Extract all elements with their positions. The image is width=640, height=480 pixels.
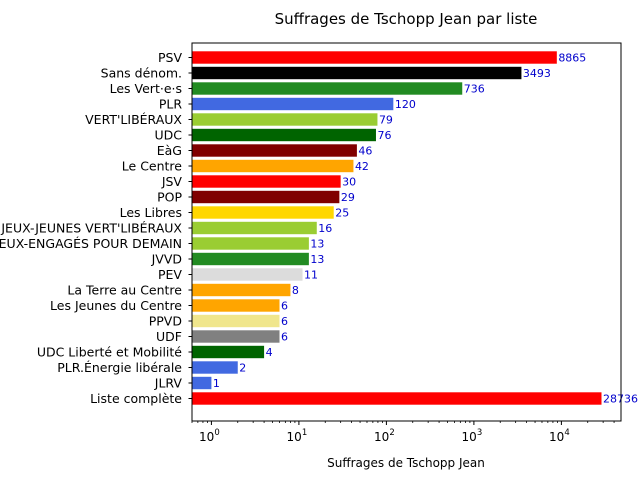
bar: [192, 206, 334, 219]
x-tick-label: 101: [287, 428, 308, 444]
value-label: 30: [342, 176, 356, 189]
bar: [192, 299, 280, 312]
category-label: Liste complète: [90, 391, 182, 406]
category-label: Les Jeunes du Centre: [50, 298, 182, 313]
category-label: JLRV: [154, 376, 183, 391]
bar: [192, 330, 280, 343]
chart-title: Suffrages de Tschopp Jean par liste: [275, 10, 538, 28]
bar: [192, 190, 340, 204]
bar: [192, 345, 265, 359]
category-label: JEUX-JEUNES VERT'LIBÉRAUX: [0, 221, 182, 236]
tick-exponent: 2: [389, 428, 394, 438]
value-label: 6: [281, 300, 288, 313]
category-label: Le Centre: [122, 159, 183, 174]
category-label: JVVD: [151, 252, 182, 267]
bar: [192, 51, 557, 64]
tick-base: 10: [374, 430, 389, 444]
value-label: 13: [310, 238, 324, 251]
bar: [192, 268, 303, 281]
value-label: 4: [266, 346, 273, 359]
value-label: 42: [355, 160, 369, 173]
category-label: EUX-ENGAGÉS POUR DEMAIN: [0, 236, 182, 251]
tick-exponent: 3: [477, 428, 482, 438]
x-tick-label: 103: [462, 428, 483, 444]
bar: [192, 252, 309, 266]
value-label: 16: [318, 222, 332, 235]
value-label: 3493: [523, 67, 551, 80]
bar: [192, 237, 309, 250]
category-label: UDF: [156, 329, 182, 344]
category-label: La Terre au Centre: [67, 283, 182, 298]
value-label: 8: [292, 284, 299, 297]
value-label: 736: [464, 83, 485, 96]
bar: [192, 376, 212, 390]
category-label: JSV: [161, 174, 183, 189]
x-tick-label: 104: [549, 428, 570, 444]
category-label: PSV: [158, 50, 182, 65]
value-label: 76: [377, 129, 391, 142]
category-label: PLR: [159, 97, 183, 112]
bars-group: [192, 51, 602, 405]
bar: [192, 128, 376, 142]
tick-base: 10: [199, 430, 214, 444]
bar: [192, 144, 357, 157]
tick-base: 10: [287, 430, 302, 444]
tick-exponent: 1: [302, 428, 307, 438]
value-label: 120: [395, 98, 416, 111]
value-label: 46: [358, 145, 372, 158]
category-label: PEV: [158, 267, 182, 282]
tick-exponent: 4: [564, 428, 569, 438]
x-tick-label: 100: [199, 428, 220, 444]
bar: [192, 361, 238, 374]
category-label: UDC: [154, 128, 182, 143]
value-label: 79: [379, 114, 393, 127]
bar: [192, 314, 280, 328]
tick-base: 10: [549, 430, 564, 444]
category-label: VERT'LIBÉRAUX: [85, 112, 182, 127]
x-tick-label: 102: [374, 428, 395, 444]
bar: [192, 159, 354, 173]
value-label: 25: [335, 207, 349, 220]
value-label: 13: [310, 253, 324, 266]
category-label: Sans dénom.: [101, 66, 182, 81]
value-label: 6: [281, 315, 288, 328]
bar: [192, 82, 463, 95]
value-label: 2: [239, 362, 246, 375]
value-label: 29: [341, 191, 355, 204]
bar: [192, 113, 378, 126]
tick-base: 10: [462, 430, 477, 444]
x-axis-label: Suffrages de Tschopp Jean: [327, 456, 485, 470]
plot-frame: [191, 42, 622, 422]
category-label: POP: [157, 190, 182, 205]
x-axis-ticks: 100 101 102 103 104: [191, 421, 615, 444]
bar: [192, 97, 394, 111]
category-label: PLR.Énergie libérale: [57, 360, 182, 375]
category-label: UDC Liberté et Mobilité: [37, 345, 182, 360]
tick-exponent: 0: [214, 428, 219, 438]
category-label: EàG: [157, 143, 182, 158]
value-label: 1: [213, 377, 220, 390]
bar: [192, 66, 522, 80]
value-label: 8865: [558, 52, 586, 65]
value-label: 6: [281, 331, 288, 344]
bar: [192, 392, 602, 405]
category-label: Les Libres: [120, 205, 182, 220]
value-label: 11: [304, 269, 318, 282]
bar: [192, 283, 291, 297]
bar: [192, 175, 341, 188]
category-label: PPVD: [149, 314, 182, 329]
category-label: Les Vert·e·s: [110, 81, 182, 96]
bar: [192, 221, 317, 235]
